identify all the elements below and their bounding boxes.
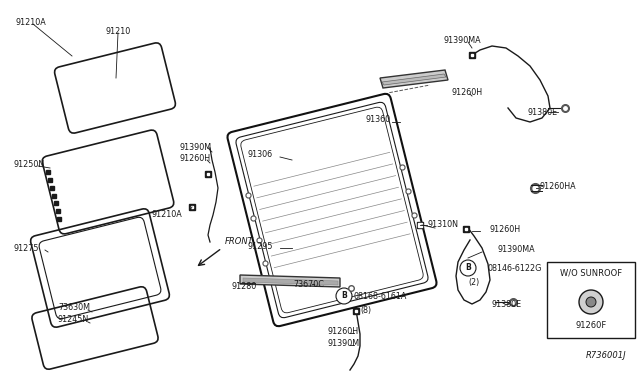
Text: (2): (2)	[468, 278, 479, 287]
Text: 91260H: 91260H	[452, 88, 483, 97]
Text: (8): (8)	[360, 306, 371, 315]
Text: 91280: 91280	[232, 282, 257, 291]
Text: 08146-6122G: 08146-6122G	[487, 264, 541, 273]
Text: 91390M: 91390M	[328, 339, 360, 348]
Text: 91380E: 91380E	[527, 108, 557, 117]
Text: 91260H: 91260H	[328, 327, 359, 336]
Polygon shape	[243, 278, 338, 285]
Text: 91260H: 91260H	[490, 225, 521, 234]
Text: 73630M: 73630M	[58, 303, 90, 312]
Text: 91390M: 91390M	[180, 143, 212, 152]
Polygon shape	[240, 275, 340, 287]
Text: 91210A: 91210A	[15, 18, 45, 27]
Text: B: B	[341, 292, 347, 301]
Text: 91210A: 91210A	[152, 210, 183, 219]
Text: 91295: 91295	[248, 242, 273, 251]
Bar	[547, 262, 635, 338]
Text: R736001J: R736001J	[586, 351, 626, 360]
Text: 08168-6161A: 08168-6161A	[353, 292, 406, 301]
Polygon shape	[380, 70, 448, 88]
Text: 91310N: 91310N	[428, 220, 459, 229]
Text: 91275: 91275	[14, 244, 40, 253]
Text: 91260HA: 91260HA	[540, 182, 577, 191]
Circle shape	[336, 288, 352, 304]
Text: 91260F: 91260F	[575, 321, 607, 330]
Polygon shape	[382, 74, 446, 85]
Circle shape	[460, 260, 476, 276]
Circle shape	[586, 297, 596, 307]
Text: 91390MA: 91390MA	[498, 245, 536, 254]
Text: 91260H: 91260H	[180, 154, 211, 163]
Text: 91390MA: 91390MA	[443, 36, 481, 45]
Text: 73670C: 73670C	[293, 280, 324, 289]
Text: FRONT: FRONT	[225, 237, 253, 246]
Text: 91360: 91360	[366, 115, 391, 124]
Text: 91306: 91306	[248, 150, 273, 159]
Text: 91245N: 91245N	[58, 315, 89, 324]
Text: 91250N: 91250N	[14, 160, 45, 169]
Text: 91380E: 91380E	[492, 300, 522, 309]
Circle shape	[579, 290, 603, 314]
Text: W/O SUNROOF: W/O SUNROOF	[560, 269, 622, 278]
Text: 91210: 91210	[106, 27, 131, 36]
Text: B: B	[465, 263, 471, 273]
